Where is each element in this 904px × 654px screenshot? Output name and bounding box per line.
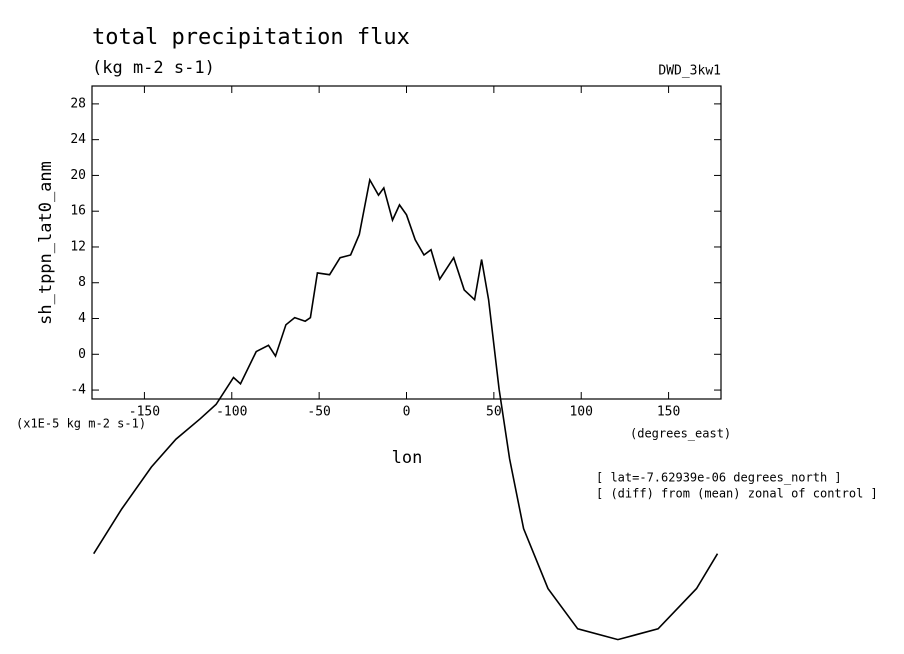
- x-tick-label: 100: [569, 405, 592, 420]
- y-tick-label: 20: [70, 168, 86, 183]
- y-tick-label: 12: [70, 239, 86, 254]
- x-tick-label: -50: [307, 405, 330, 420]
- annotation: [ lat=-7.62939e-06 degrees_north ]: [596, 471, 842, 485]
- dataset-label: DWD_3kw1: [658, 64, 721, 79]
- y-tick-label: 4: [78, 311, 86, 326]
- y-units: (x1E-5 kg m-2 s-1): [16, 417, 146, 431]
- y-tick-label: 8: [78, 275, 86, 290]
- x-tick-label: -100: [216, 405, 247, 420]
- y-tick-label: 28: [70, 96, 86, 111]
- y-tick-label: 24: [70, 132, 86, 147]
- y-axis-label: sh_tppn_lat0_anm: [36, 161, 56, 325]
- x-tick-label: 0: [403, 405, 411, 420]
- chart-subtitle: (kg m-2 s-1): [92, 58, 215, 78]
- y-tick-label: 0: [78, 347, 86, 362]
- y-tick-label: -4: [70, 383, 86, 398]
- annotation: [ (diff) from (mean) zonal of control ]: [596, 487, 878, 501]
- x-tick-label: 50: [486, 405, 502, 420]
- y-tick-label: 16: [70, 204, 86, 219]
- chart-title: total precipitation flux: [92, 25, 410, 50]
- data-line: [93, 177, 719, 641]
- plot-frame: [91, 85, 722, 400]
- x-tick-label: -150: [129, 405, 160, 420]
- x-tick-label: 150: [657, 405, 680, 420]
- x-axis-label: lon: [392, 448, 423, 468]
- x-units: (degrees_east): [630, 427, 731, 441]
